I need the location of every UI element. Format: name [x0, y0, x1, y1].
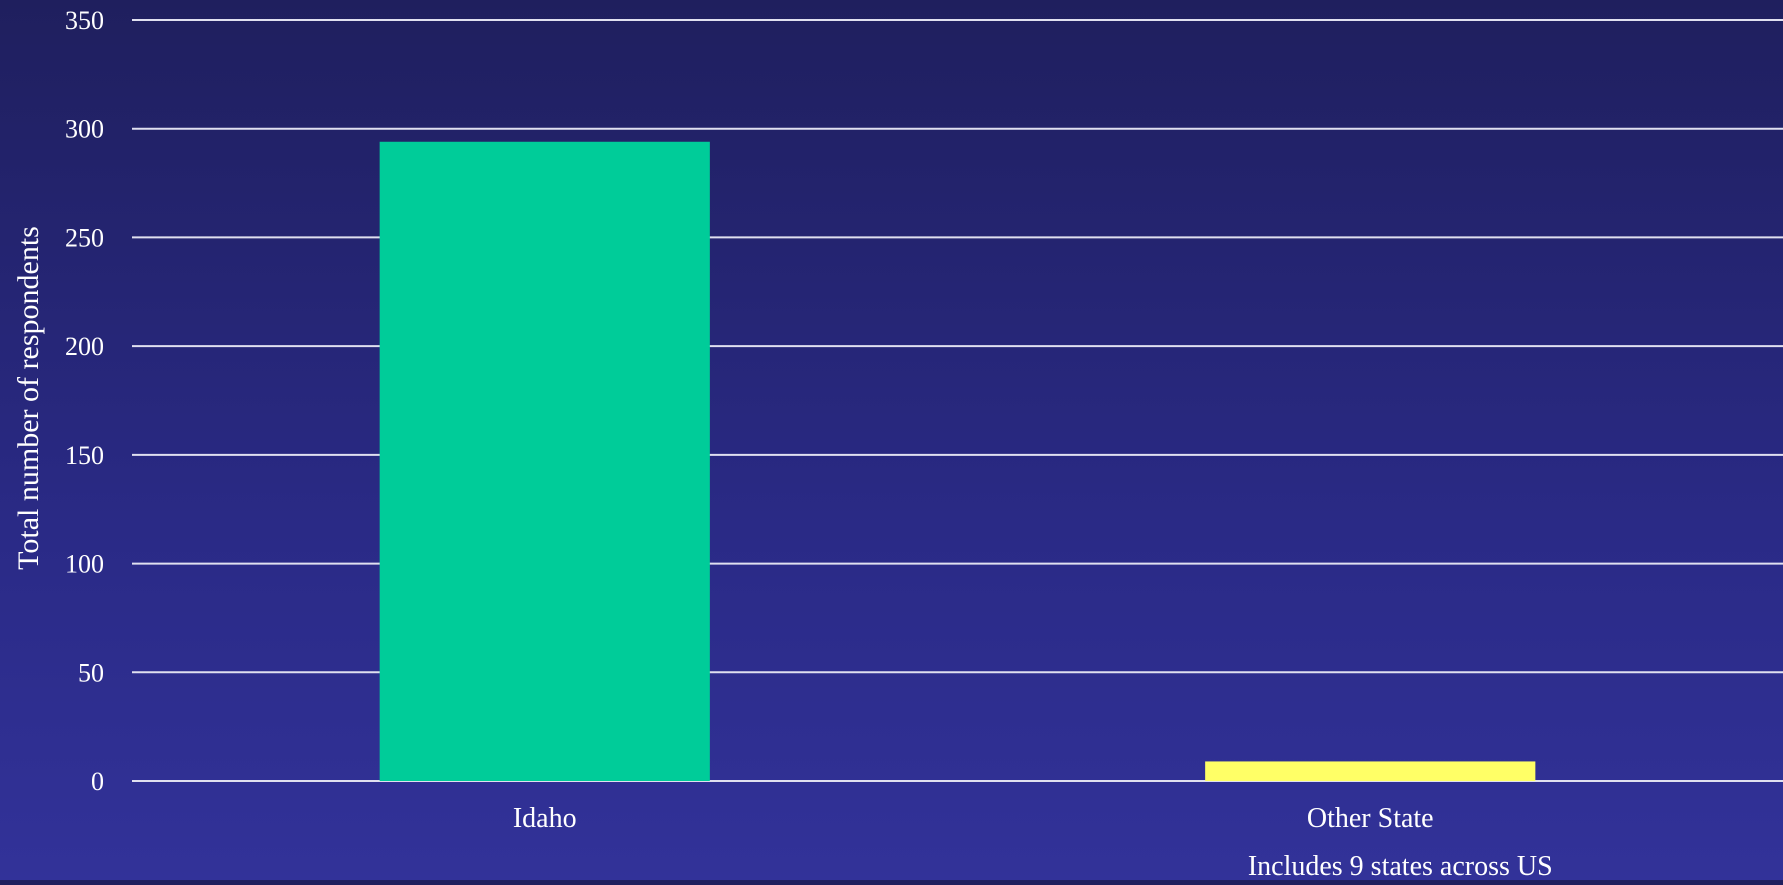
y-tick-label: 350: [65, 6, 104, 35]
annotations: Includes 9 states across US: [1248, 851, 1553, 882]
x-category-label: Other State: [1307, 803, 1434, 834]
annotation-text: Includes 9 states across US: [1248, 851, 1553, 880]
y-tick-label: 150: [65, 441, 104, 470]
y-tick-label: 200: [65, 332, 104, 361]
x-axis-labels: Idaho Other State: [513, 803, 1434, 834]
y-tick-label: 0: [91, 767, 104, 796]
bars: [379, 141, 1536, 781]
y-tick-label: 50: [78, 658, 104, 687]
y-tick-label: 250: [65, 223, 104, 252]
y-tick-label: 100: [65, 550, 104, 579]
bar-idaho: [379, 141, 710, 781]
x-category-label: Idaho: [513, 803, 577, 834]
y-tick-label: 300: [65, 115, 104, 144]
y-axis-ticks: 0 50 100 150 200 250 300 350: [65, 6, 104, 796]
bar-other-state: [1205, 761, 1536, 781]
y-axis-title: Total number of respondents: [12, 226, 45, 570]
